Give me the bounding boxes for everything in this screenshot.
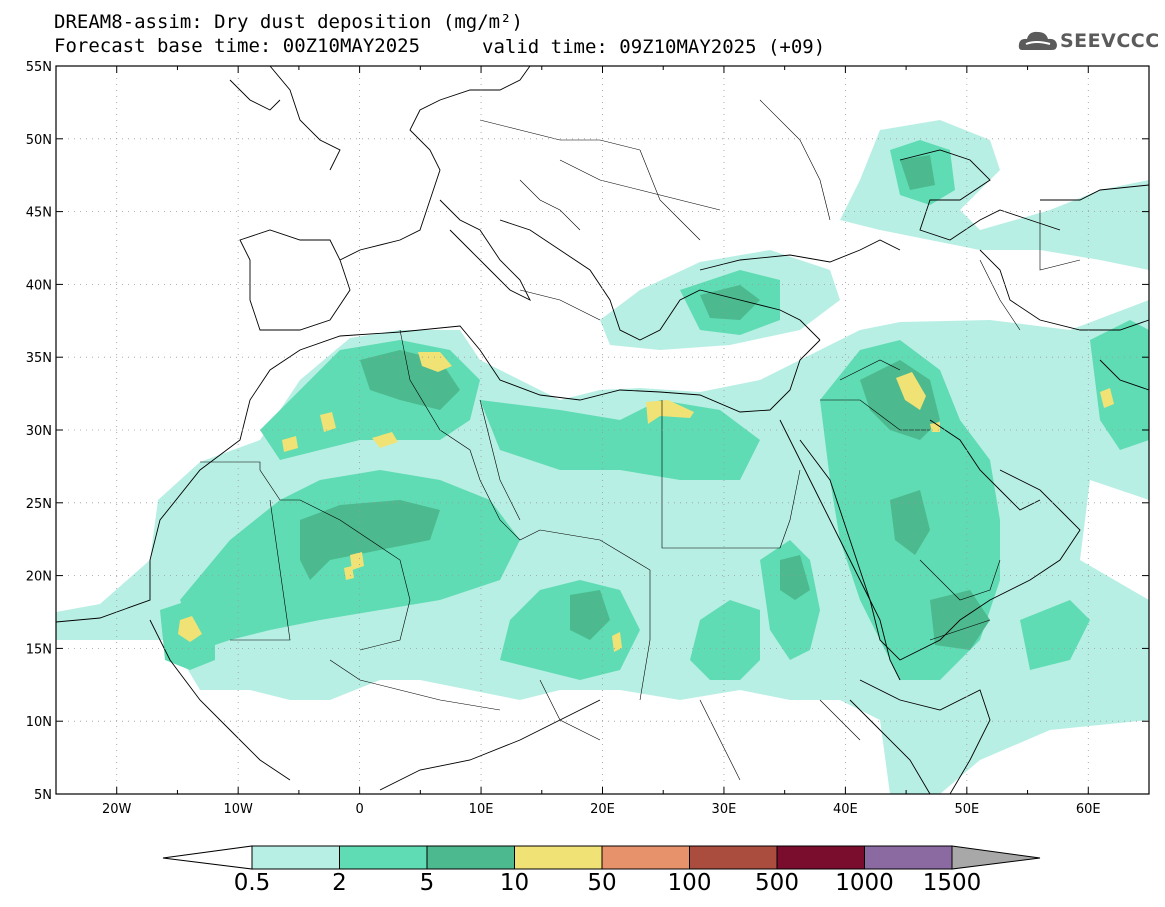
colorbar-segments bbox=[251, 845, 953, 870]
colorbar-segment bbox=[601, 845, 690, 870]
latitude-label: 25N bbox=[26, 497, 52, 512]
latitude-label: 30N bbox=[26, 424, 52, 439]
latitude-label: 10N bbox=[26, 715, 52, 730]
colorbar-segment bbox=[339, 845, 428, 870]
latitude-label: 15N bbox=[26, 642, 52, 657]
longitude-label: 10E bbox=[469, 802, 494, 817]
colorbar-label: 0.5 bbox=[233, 870, 271, 896]
seevccc-logo: SEEVCCC bbox=[1016, 24, 1159, 58]
longitude-labels: 20W 10W 0 10E 20E 30E 40E 50E 60E bbox=[102, 802, 1101, 817]
latitude-label: 35N bbox=[26, 351, 52, 366]
longitude-label: 40E bbox=[833, 802, 858, 817]
colorbar-label: 100 bbox=[667, 870, 712, 896]
colorbar-label: 500 bbox=[755, 870, 799, 896]
colorbar-label: 50 bbox=[587, 870, 617, 896]
country-borders bbox=[200, 99, 1081, 781]
latitude-labels: 55N 50N 45N 40N 35N 30N 25N 20N 15N 10N 5N bbox=[26, 60, 52, 803]
longitude-label: 30E bbox=[712, 802, 737, 817]
coastlines bbox=[56, 66, 1149, 794]
latitude-label: 45N bbox=[26, 206, 52, 221]
latitude-label: 20N bbox=[26, 570, 52, 585]
colorbar-low-arrow bbox=[162, 845, 253, 870]
longitude-label: 50E bbox=[954, 802, 979, 817]
longitude-label: 10W bbox=[223, 802, 253, 817]
dust-field bbox=[56, 120, 1149, 794]
colorbar-segment bbox=[514, 845, 603, 870]
colorbar-segment bbox=[776, 845, 865, 870]
latitude-label: 5N bbox=[34, 788, 52, 803]
cloud-icon bbox=[1018, 31, 1057, 50]
colorbar-label: 2 bbox=[332, 870, 347, 896]
colorbar-segment bbox=[689, 845, 778, 870]
latitude-label: 50N bbox=[26, 133, 52, 148]
colorbar-high-arrow bbox=[951, 845, 1041, 870]
colorbar-label: 1500 bbox=[922, 870, 982, 896]
longitude-label: 60E bbox=[1076, 802, 1101, 817]
longitude-label: 0 bbox=[355, 802, 363, 817]
colorbar-label: 5 bbox=[419, 870, 435, 896]
grid-lines bbox=[56, 66, 1149, 794]
forecast-base-time: Forecast base time: 00Z10MAY2025 bbox=[54, 35, 421, 57]
logo-text: SEEVCCC bbox=[1060, 30, 1160, 52]
latitude-label: 40N bbox=[26, 278, 52, 293]
latitude-label: 55N bbox=[26, 60, 52, 75]
map-title: DREAM8-assim: Dry dust deposition (mg/m²… bbox=[54, 11, 523, 33]
colorbar-segment bbox=[864, 845, 953, 870]
axis-ticks bbox=[55, 65, 1150, 795]
valid-time: valid time: 09Z10MAY2025 (+09) bbox=[482, 36, 826, 58]
longitude-label: 20E bbox=[590, 802, 615, 817]
longitude-label: 20W bbox=[102, 802, 132, 817]
colorbar-segment bbox=[251, 845, 340, 870]
colorbar-segment bbox=[426, 845, 515, 870]
colorbar-label: 1000 bbox=[835, 870, 894, 896]
colorbar bbox=[162, 845, 1041, 870]
colorbar-label: 10 bbox=[499, 870, 530, 896]
